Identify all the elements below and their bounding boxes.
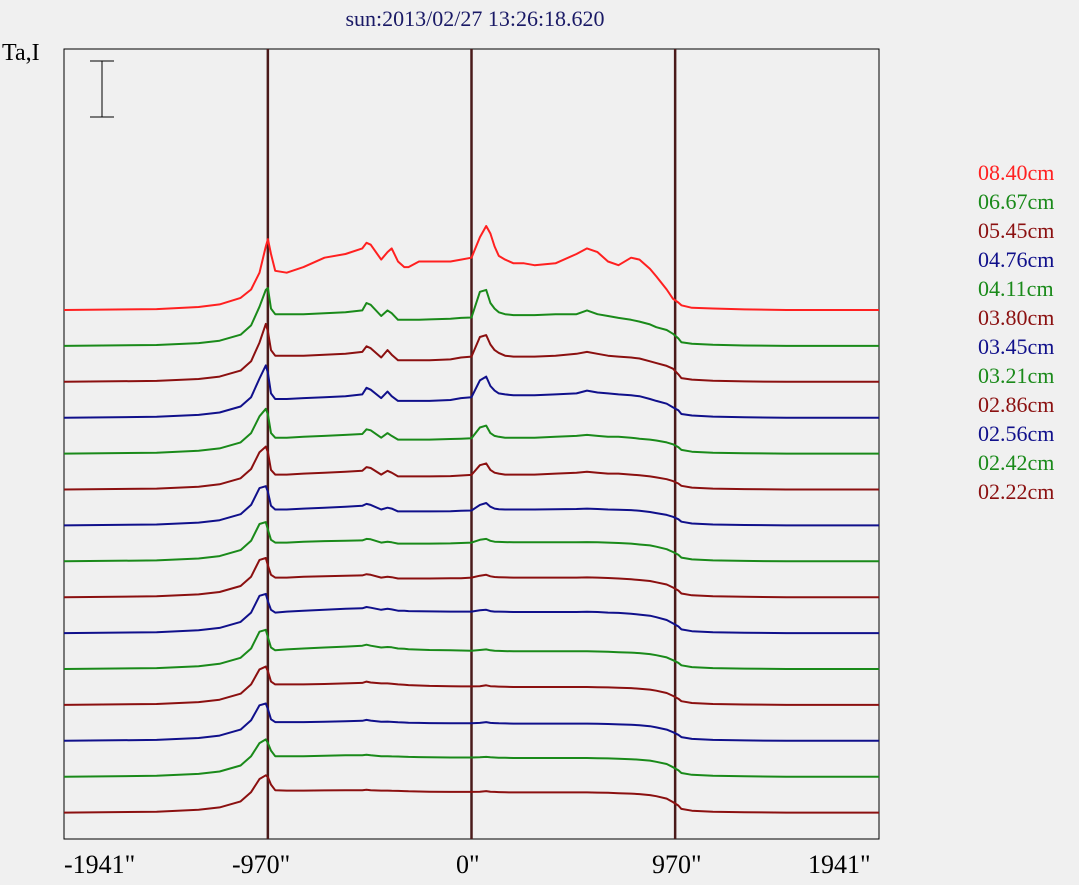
- legend-item: 03.45cm: [978, 334, 1055, 359]
- series-line: [63, 738, 879, 778]
- series-line: [63, 322, 879, 383]
- legend-item: 02.42cm: [978, 450, 1055, 475]
- series-line: [63, 287, 879, 347]
- series-line: [63, 225, 879, 311]
- x-tick-label: 970": [652, 850, 702, 879]
- series-line: [63, 592, 879, 635]
- series-line: [63, 364, 879, 419]
- chart-title: sun:2013/02/27 13:26:18.620: [345, 6, 605, 31]
- legend-item: 08.40cm: [978, 160, 1055, 185]
- x-tick-label: -1941": [64, 850, 136, 879]
- legend-item: 02.22cm: [978, 479, 1055, 504]
- legend-item: 05.45cm: [978, 218, 1055, 243]
- legend-item: 02.56cm: [978, 421, 1055, 446]
- series-line: [63, 521, 879, 563]
- series-line: [63, 407, 879, 455]
- series-line: [63, 628, 879, 670]
- series-line: [63, 557, 879, 599]
- x-tick-label: 1941": [808, 850, 871, 879]
- legend-item: 03.80cm: [978, 305, 1055, 330]
- series-line: [63, 774, 879, 814]
- legend: 08.40cm 06.67cm 05.45cm 04.76cm 04.11cm …: [978, 158, 1054, 506]
- legend-item: 04.76cm: [978, 247, 1055, 272]
- x-tick-label: -970": [232, 850, 291, 879]
- x-tick-label: 0": [456, 850, 480, 879]
- series-line: [63, 485, 879, 527]
- y-axis-label: Ta,I: [2, 40, 40, 66]
- legend-item: 02.86cm: [978, 392, 1055, 417]
- series-line: [63, 665, 879, 706]
- legend-item: 03.21cm: [978, 363, 1055, 388]
- series-line: [63, 445, 879, 491]
- legend-item: 06.67cm: [978, 189, 1055, 214]
- legend-item: 04.11cm: [978, 276, 1054, 301]
- series-line: [63, 702, 879, 742]
